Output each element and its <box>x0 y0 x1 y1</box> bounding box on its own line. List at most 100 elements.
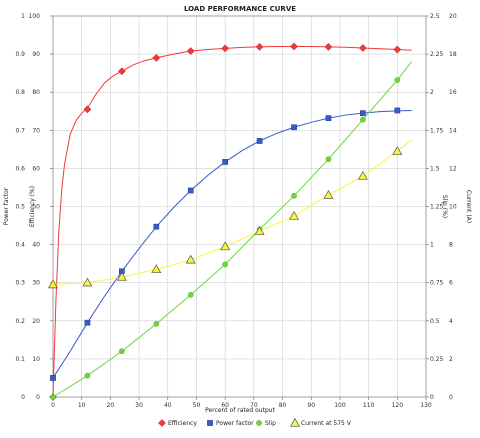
current-at-575-v-point <box>392 146 403 155</box>
efficiency-tick-label: 60 <box>32 165 40 172</box>
slip-tick-label: 2.5 <box>430 13 440 20</box>
current-tick-label: 2 <box>449 356 453 363</box>
current-at-575-v-point <box>185 254 196 264</box>
slip-point <box>187 292 194 298</box>
x-tick-label: 70 <box>250 402 258 409</box>
slip-axis-title: Slip (%) <box>441 195 448 218</box>
efficiency-point <box>324 42 333 51</box>
power-factor-point <box>291 124 297 131</box>
current-tick-label: 18 <box>449 51 457 58</box>
slip-tick-label: 1.25 <box>430 204 444 211</box>
efficiency-tick-label: 30 <box>32 280 40 287</box>
x-tick-label: 60 <box>221 402 229 409</box>
power-factor-point <box>187 187 194 194</box>
current-tick-label: 16 <box>449 89 457 96</box>
efficiency-tick-label: 100 <box>29 13 41 20</box>
slip-tick-label: 2 <box>430 89 434 96</box>
efficiency-point <box>221 44 230 53</box>
power-factor-series <box>50 107 412 381</box>
slip-tick-label: 0.5 <box>430 318 440 325</box>
power-factor-tick-label: 0.8 <box>15 89 25 96</box>
slip-tick-label: 0.75 <box>430 280 444 287</box>
current-tick-label: 8 <box>449 242 453 249</box>
slip-tick-label: 2.25 <box>430 51 444 58</box>
current-tick-label: 0 <box>449 394 453 401</box>
power-factor-line <box>52 109 412 379</box>
efficiency-tick-label: 50 <box>32 204 40 211</box>
slip-point <box>50 394 56 400</box>
current-at-575-v-point <box>357 170 368 180</box>
current-at-575-v-point <box>82 277 93 287</box>
legend-item-efficiency: Efficiency <box>158 419 197 427</box>
slip-point <box>291 192 297 199</box>
legend-label-current-at-575-v: Current at 575 V <box>301 420 352 427</box>
power-factor-point <box>256 138 263 144</box>
legend-item-slip: Slip <box>256 420 276 427</box>
current-tick-label: 10 <box>449 204 457 211</box>
slip-point <box>360 116 366 123</box>
slip-tick-label: 1 <box>430 242 434 249</box>
x-tick-label: 90 <box>307 402 315 409</box>
slip-point <box>222 261 229 268</box>
power-factor-point <box>394 107 401 114</box>
efficiency-tick-label: 20 <box>32 318 40 325</box>
slip-point <box>119 348 125 355</box>
efficiency-tick-label: 40 <box>32 242 40 249</box>
efficiency-point <box>290 42 298 51</box>
x-tick-label: 50 <box>193 402 201 409</box>
current-tick-label: 4 <box>449 318 453 325</box>
legend-marker-power-factor <box>207 420 213 426</box>
power-factor-point <box>50 375 56 381</box>
legend-item-current-at-575-v: Current at 575 V <box>289 417 352 427</box>
power-factor-tick-label: 0.9 <box>15 51 25 58</box>
legend-marker-current-at-575-v <box>289 417 301 427</box>
efficiency-point <box>152 53 161 62</box>
slip-point <box>153 320 160 327</box>
power-factor-point <box>325 115 332 121</box>
current-at-575-v-point <box>47 279 59 289</box>
efficiency-point <box>255 42 264 51</box>
current-at-575-v-point <box>289 210 300 220</box>
current-at-575-v-point <box>220 241 231 251</box>
efficiency-tick-label: 10 <box>32 356 40 363</box>
power-factor-tick-label: 0.6 <box>15 165 25 172</box>
x-tick-label: 40 <box>164 402 172 409</box>
current-at-575-v-point <box>323 189 334 199</box>
x-tick-label: 0 <box>51 402 55 409</box>
power-factor-point <box>84 319 91 326</box>
legend-label-power-factor: Power factor <box>216 420 254 427</box>
power-factor-axis-title: Power factor <box>3 187 10 225</box>
x-tick-label: 130 <box>420 402 432 409</box>
power-factor-tick-label: 0.5 <box>15 204 25 211</box>
legend-label-efficiency: Efficiency <box>168 420 197 427</box>
legend-marker-efficiency <box>158 419 166 427</box>
chart-title: LOAD PERFORMANCE CURVE <box>184 5 296 13</box>
slip-tick-label: 0.25 <box>430 356 444 363</box>
efficiency-point <box>83 105 92 114</box>
slip-point <box>84 372 91 379</box>
power-factor-tick-label: 0.4 <box>15 242 25 249</box>
efficiency-point <box>186 47 195 56</box>
current-axis-title: Current (A) <box>465 190 472 223</box>
current-tick-label: 12 <box>449 165 457 172</box>
slip-tick-label: 1.5 <box>430 165 440 172</box>
x-tick-label: 110 <box>363 402 375 409</box>
efficiency-series <box>49 42 412 401</box>
power-factor-tick-label: 0 <box>21 394 25 401</box>
efficiency-tick-label: 0 <box>36 394 40 401</box>
slip-point <box>325 156 332 163</box>
power-factor-tick-label: 1 <box>21 13 25 20</box>
power-factor-tick-label: 0.2 <box>15 318 25 325</box>
efficiency-tick-label: 80 <box>32 89 40 96</box>
slip-tick-label: 1.75 <box>430 127 444 134</box>
current-at-575-v-line <box>52 139 412 286</box>
slip-line <box>52 61 413 398</box>
current-tick-label: 14 <box>449 127 457 134</box>
power-factor-tick-label: 0.7 <box>15 127 25 134</box>
power-factor-point <box>222 159 229 165</box>
efficiency-point <box>117 67 126 76</box>
x-tick-label: 30 <box>135 402 143 409</box>
current-tick-label: 6 <box>449 280 453 287</box>
